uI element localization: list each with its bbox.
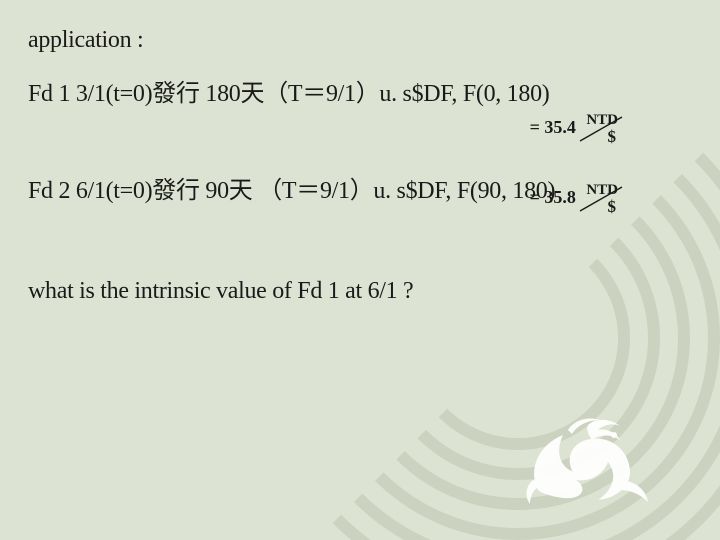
formula-1: = 35.4 NTD $ xyxy=(28,113,692,145)
formula-1-eq: = 35.4 xyxy=(530,117,576,137)
question-line: what is the intrinsic value of Fd 1 at 6… xyxy=(28,275,692,307)
formula-2-fraction: NTD $ xyxy=(580,183,622,215)
slide-content: application : Fd 1 3/1(t=0)發行 180天（T＝9/1… xyxy=(0,0,720,308)
dragon-logo-icon xyxy=(518,390,658,510)
formula-2-eq: = 35.8 xyxy=(530,187,576,207)
fd1-line: Fd 1 3/1(t=0)發行 180天（T＝9/1）u. s$DF, F(0,… xyxy=(28,78,692,110)
formula-1-fraction: NTD $ xyxy=(580,113,622,145)
heading: application : xyxy=(28,24,692,56)
